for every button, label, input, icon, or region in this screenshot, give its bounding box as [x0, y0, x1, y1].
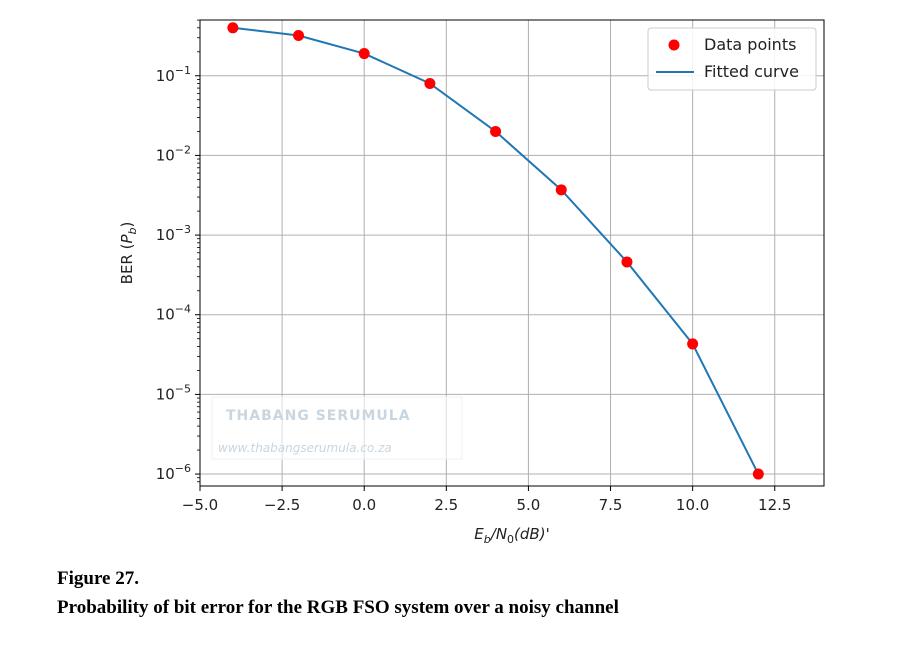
data-point — [227, 22, 239, 34]
data-point — [555, 184, 567, 196]
watermark: THABANG SERUMULA www.thabangserumula.co.… — [211, 396, 463, 460]
x-tick-label: 7.5 — [599, 496, 623, 514]
y-tick-label: 10−2 — [156, 143, 191, 164]
x-axis-label: Eb/N0(dB)' — [474, 525, 549, 546]
y-tick-label: 10−3 — [156, 223, 191, 244]
data-point — [621, 256, 633, 268]
figure-caption: Probability of bit error for the RGB FSO… — [57, 597, 619, 618]
x-tick-label: 10.0 — [676, 496, 709, 514]
ber-chart: THABANG SERUMULA www.thabangserumula.co.… — [118, 19, 825, 546]
y-tick-label: 10−5 — [156, 382, 191, 403]
legend: Data points Fitted curve — [647, 27, 817, 91]
y-axis-ticks: 10−1 10−2 10−3 10−4 10−5 10−6 — [156, 19, 200, 483]
y-tick-label: 10−4 — [156, 303, 191, 324]
data-point — [293, 30, 305, 42]
watermark-title: THABANG SERUMULA — [226, 408, 411, 424]
grid-lines — [199, 20, 824, 486]
data-point — [358, 48, 370, 60]
watermark-url: www.thabangserumula.co.za — [218, 441, 392, 455]
data-point — [752, 468, 764, 480]
data-point — [424, 77, 436, 89]
legend-label-data-points: Data points — [704, 35, 796, 54]
y-tick-label: 10−1 — [156, 64, 191, 85]
legend-box — [647, 27, 817, 91]
legend-label-fitted-curve: Fitted curve — [704, 62, 799, 81]
x-tick-label: 2.5 — [434, 496, 458, 514]
legend-marker-data-points — [668, 39, 680, 51]
data-points-series — [227, 22, 764, 480]
y-tick-label: 10−6 — [156, 462, 191, 483]
x-tick-label: 5.0 — [516, 496, 540, 514]
x-tick-label: 0.0 — [352, 496, 376, 514]
data-point — [490, 125, 502, 137]
data-point — [687, 338, 699, 350]
figure-number: Figure 27. — [57, 568, 139, 589]
x-tick-label: 12.5 — [758, 496, 791, 514]
x-axis-ticks: −5.0 −2.5 0.0 2.5 5.0 7.5 10.0 12.5 — [182, 486, 791, 514]
y-axis-label: BER (Pb) — [118, 222, 139, 285]
x-tick-label: −5.0 — [182, 496, 218, 514]
x-tick-label: −2.5 — [264, 496, 300, 514]
